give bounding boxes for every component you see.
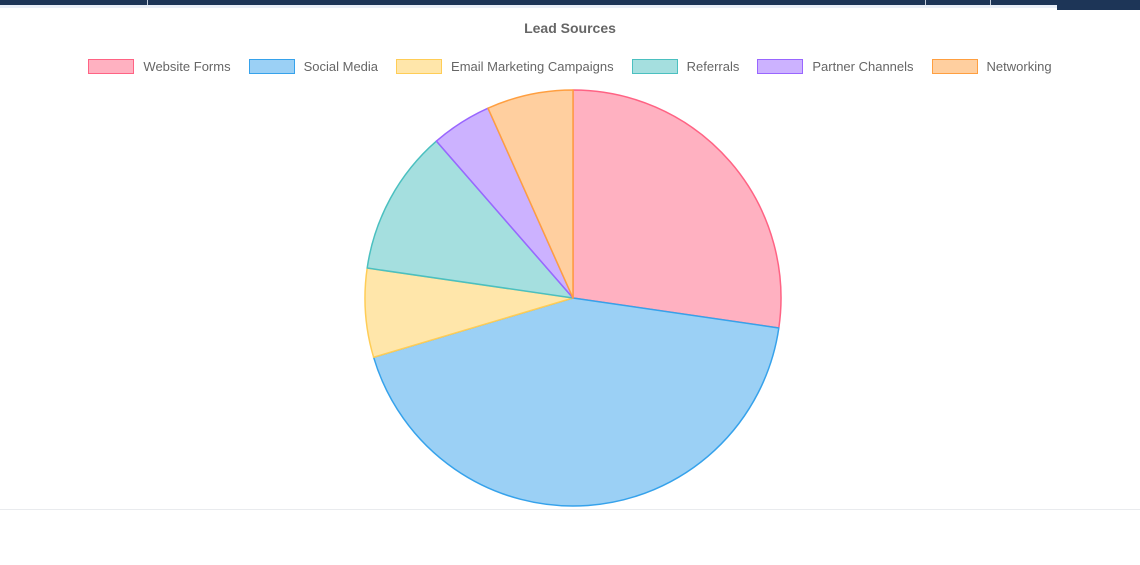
top-bar-divider: [925, 0, 926, 5]
legend-item-referrals[interactable]: Referrals: [631, 59, 740, 74]
legend-label: Social Media: [303, 59, 379, 74]
legend-item-partner-channels[interactable]: Partner Channels: [757, 59, 914, 74]
pie-slice-website-forms[interactable]: [572, 89, 782, 329]
top-bar-right-segment: [1057, 0, 1140, 10]
top-bar: [0, 0, 1140, 10]
panel-divider: [0, 509, 1140, 510]
pie-chart: [364, 89, 782, 507]
top-bar-divider: [147, 0, 148, 5]
legend-item-website-forms[interactable]: Website Forms: [88, 59, 231, 74]
top-bar-divider: [990, 0, 991, 5]
legend-item-networking[interactable]: Networking: [931, 59, 1052, 74]
legend-item-email-marketing-campaigns[interactable]: Email Marketing Campaigns: [396, 59, 614, 74]
chart-legend: Website Forms Social Media Email Marketing…: [0, 59, 1140, 74]
pie-slice-networking[interactable]: [487, 89, 574, 299]
legend-label: Referrals: [686, 59, 740, 74]
networking-swatch: [931, 59, 978, 74]
social-media-swatch: [248, 59, 295, 74]
legend-label: Partner Channels: [812, 59, 914, 74]
legend-label: Website Forms: [143, 59, 231, 74]
legend-label: Email Marketing Campaigns: [451, 59, 614, 74]
chart-title: Lead Sources: [524, 20, 616, 36]
email-marketing-campaigns-swatch: [396, 59, 443, 74]
referrals-swatch: [631, 59, 678, 74]
legend-item-social-media[interactable]: Social Media: [248, 59, 379, 74]
partner-channels-swatch: [757, 59, 804, 74]
legend-label: Networking: [986, 59, 1052, 74]
pie-slice-social-media[interactable]: [372, 297, 780, 507]
top-bar-strip: [0, 5, 1057, 8]
website-forms-swatch: [88, 59, 135, 74]
top-bar-base: [0, 0, 1057, 5]
pie-slice-referrals[interactable]: [366, 140, 574, 299]
